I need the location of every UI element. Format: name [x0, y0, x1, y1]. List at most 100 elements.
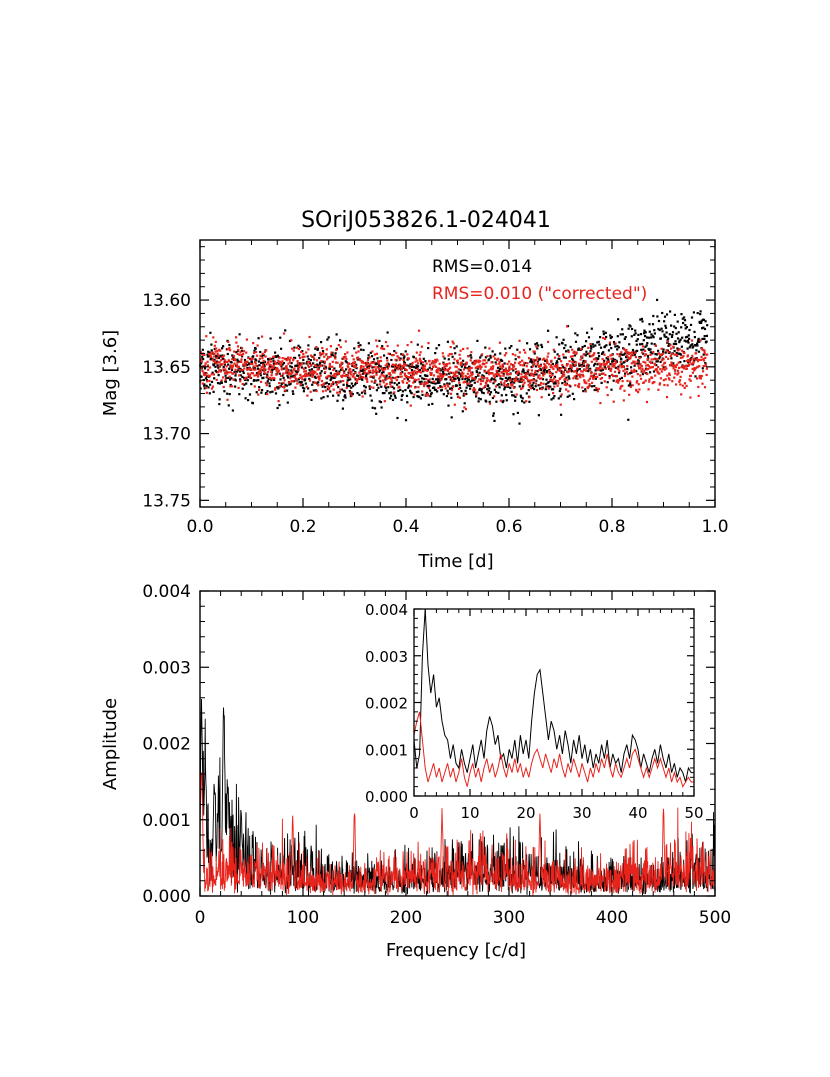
lightcurve-point-raw: [326, 338, 329, 341]
lightcurve-point-corrected: [278, 356, 281, 359]
lightcurve-point-raw: [668, 333, 671, 336]
lightcurve-point-corrected: [342, 357, 345, 360]
lightcurve-point-corrected: [320, 384, 323, 387]
lightcurve-point-corrected: [412, 373, 415, 376]
lightcurve-point-corrected: [353, 376, 356, 379]
lightcurve-point-raw: [219, 354, 222, 357]
lightcurve-point-raw: [630, 371, 633, 374]
lightcurve-point-corrected: [667, 377, 670, 380]
lightcurve-point-corrected: [245, 351, 248, 354]
lightcurve-point-corrected: [387, 352, 390, 355]
lightcurve-point-raw: [335, 369, 338, 373]
periodogram-panel: 0 100 200 300 400 5000.0000.0010.0020.0030.00…: [100, 582, 731, 961]
lightcurve-point-raw: [340, 368, 343, 371]
lightcurve-x-axis-label: Time [d]: [417, 551, 493, 572]
lightcurve-point-corrected: [566, 363, 569, 366]
lightcurve-point-corrected: [488, 371, 491, 375]
lightcurve-point-corrected: [398, 359, 401, 362]
lightcurve-point-raw: [449, 378, 452, 381]
lightcurve-point-corrected: [442, 355, 445, 358]
lightcurve-point-raw: [251, 402, 254, 405]
lightcurve-point-raw: [651, 352, 654, 355]
lightcurve-point-corrected: [525, 375, 528, 378]
lightcurve-point-raw: [227, 376, 230, 379]
lightcurve-point-raw: [430, 381, 433, 384]
lightcurve-point-corrected: [596, 375, 599, 379]
lightcurve-point-corrected: [228, 360, 231, 363]
lightcurve-point-raw: [397, 381, 401, 385]
lightcurve-point-raw: [459, 368, 462, 372]
lightcurve-point-raw: [565, 350, 568, 353]
lightcurve-point-raw: [663, 335, 666, 338]
lightcurve-point-raw: [228, 367, 231, 370]
lightcurve-point-raw: [602, 330, 605, 333]
lightcurve-point-corrected: [383, 375, 386, 378]
lightcurve-point-raw: [476, 339, 479, 342]
lightcurve-point-corrected: [701, 348, 704, 352]
lightcurve-point-raw: [589, 367, 592, 370]
lightcurve-point-raw: [503, 388, 506, 391]
lightcurve-point-corrected: [202, 371, 205, 374]
lightcurve-point-corrected: [237, 386, 240, 389]
lightcurve-point-raw: [636, 338, 639, 341]
lightcurve-point-corrected: [548, 369, 551, 372]
lightcurve-point-corrected: [522, 383, 525, 386]
lightcurve-point-raw: [634, 332, 637, 335]
lightcurve-point-raw: [616, 345, 619, 348]
lightcurve-point-raw: [255, 391, 258, 394]
lightcurve-point-corrected: [578, 373, 581, 376]
lightcurve-point-corrected: [242, 363, 245, 366]
lightcurve-point-corrected: [284, 366, 287, 369]
lightcurve-point-raw: [612, 359, 615, 362]
lightcurve-point-corrected: [481, 353, 484, 356]
x-tick-label: 0.2: [289, 517, 316, 537]
lightcurve-point-raw: [308, 362, 312, 365]
lightcurve-point-corrected: [472, 387, 475, 390]
lightcurve-point-raw: [260, 361, 263, 364]
lightcurve-point-corrected: [414, 386, 417, 389]
lightcurve-point-corrected: [515, 393, 518, 396]
lightcurve-point-corrected: [646, 363, 649, 367]
lightcurve-point-raw: [513, 381, 516, 384]
lightcurve-point-raw: [257, 379, 260, 382]
lightcurve-point-corrected: [654, 344, 657, 347]
lightcurve-point-raw: [303, 387, 306, 390]
lightcurve-point-raw: [530, 360, 533, 363]
lightcurve-point-raw: [641, 320, 644, 323]
lightcurve-point-corrected: [277, 359, 280, 362]
lightcurve-point-corrected: [447, 354, 450, 357]
lightcurve-point-corrected: [434, 360, 437, 363]
lightcurve-point-corrected: [635, 389, 638, 392]
lightcurve-point-raw: [561, 382, 564, 385]
lightcurve-point-raw: [503, 362, 506, 365]
lightcurve-point-raw: [254, 347, 257, 350]
lightcurve-point-raw: [284, 383, 287, 386]
lightcurve-point-raw: [380, 371, 383, 375]
lightcurve-point-corrected: [585, 382, 588, 385]
lightcurve-point-corrected: [330, 384, 333, 387]
lightcurve-point-corrected: [443, 384, 447, 387]
lightcurve-point-corrected: [639, 377, 643, 380]
lightcurve-point-raw: [302, 390, 305, 393]
lightcurve-point-raw: [241, 355, 244, 358]
lightcurve-point-raw: [687, 341, 690, 344]
lightcurve-point-corrected: [298, 366, 301, 369]
lightcurve-point-corrected: [392, 371, 395, 374]
lightcurve-point-raw: [662, 366, 665, 369]
lightcurve-point-corrected: [291, 380, 294, 383]
lightcurve-point-raw: [314, 347, 317, 350]
lightcurve-point-raw: [501, 359, 504, 362]
lightcurve-point-raw: [597, 352, 600, 355]
lightcurve-point-raw: [266, 380, 269, 383]
lightcurve-point-corrected: [318, 378, 321, 381]
y-tick-label: 13.75: [142, 491, 191, 511]
lightcurve-point-raw: [575, 377, 578, 380]
lightcurve-point-corrected: [217, 348, 221, 351]
lightcurve-point-raw: [627, 384, 630, 387]
lightcurve-point-corrected: [663, 383, 666, 387]
lightcurve-point-corrected: [534, 379, 537, 382]
lightcurve-point-raw: [220, 381, 223, 384]
lightcurve-point-corrected: [260, 368, 263, 371]
lightcurve-point-corrected: [402, 365, 405, 368]
lightcurve-point-corrected: [220, 359, 223, 362]
